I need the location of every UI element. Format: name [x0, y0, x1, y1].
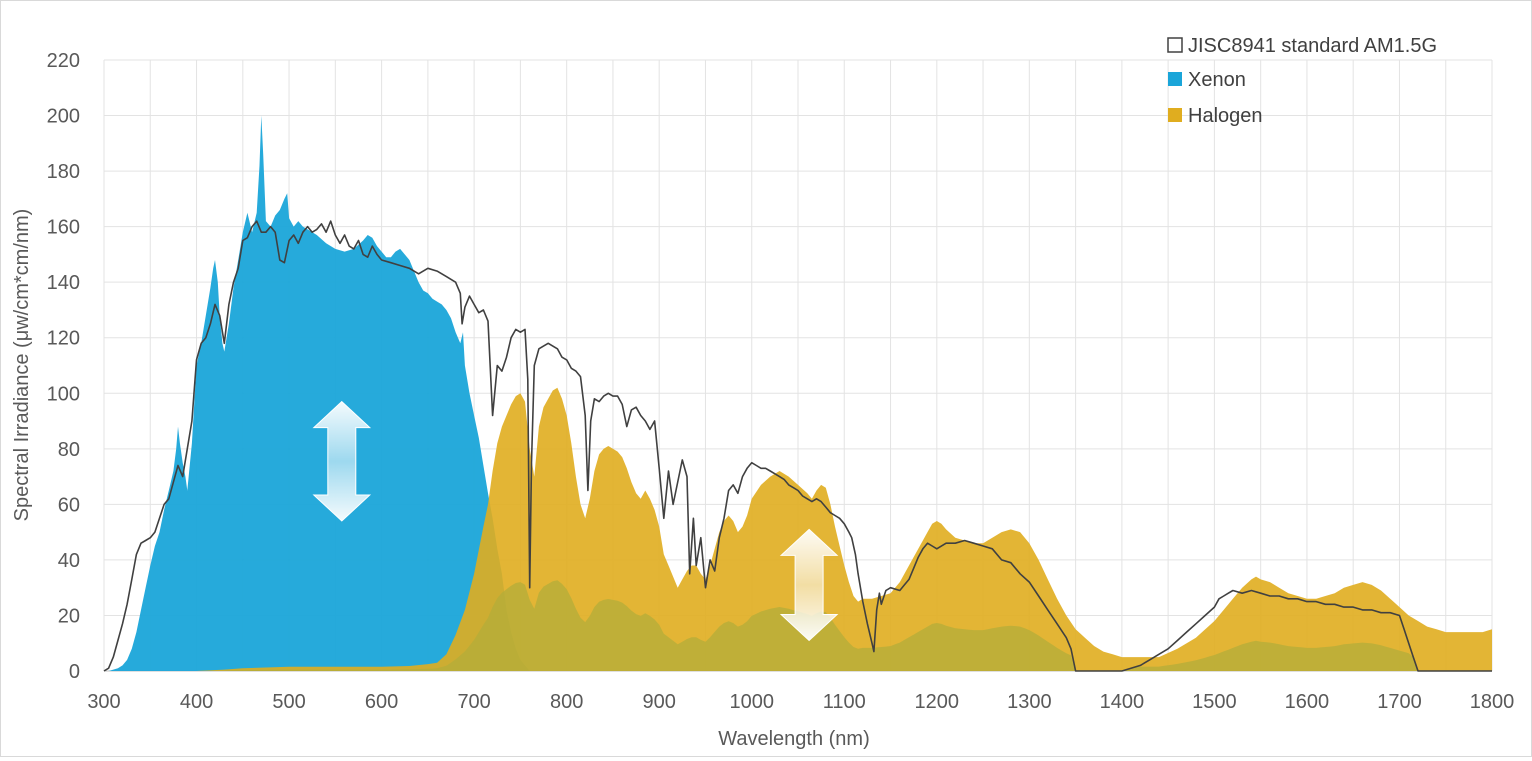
y-tick-label: 80: [58, 439, 80, 461]
am15g-line: [103, 220, 1492, 672]
xenon-adjust-arrow: [312, 400, 372, 522]
x-axis-ticks: 300 400 500 600 700 800 900 1000 1100 1200 1300 140…: [87, 691, 1514, 713]
y-tick-label: 140: [47, 272, 80, 294]
legend-item-halogen: Halogen: [1168, 105, 1263, 127]
y-axis-ticks: 0 20 40 60 80 100 120 140 160 180 200 220: [47, 50, 80, 683]
x-tick-label: 500: [272, 691, 305, 713]
series-areas: [104, 115, 1492, 671]
xenon-area: [104, 115, 1492, 671]
legend-item-xenon: Xenon: [1168, 69, 1246, 91]
x-tick-label: 1000: [729, 691, 774, 713]
halogen-adjust-arrow: [779, 528, 839, 642]
x-tick-label: 1500: [1192, 691, 1237, 713]
y-tick-label: 160: [47, 217, 80, 239]
x-axis-title: Wavelength (nm): [718, 728, 870, 750]
legend-swatch-xenon: [1168, 72, 1182, 86]
grid-lines: [103, 59, 1493, 672]
x-tick-label: 1300: [1007, 691, 1052, 713]
y-tick-label: 220: [47, 50, 80, 72]
y-tick-label: 60: [58, 494, 80, 516]
legend-label-halogen: Halogen: [1188, 105, 1263, 127]
x-tick-label: 1800: [1470, 691, 1515, 713]
y-tick-label: 0: [69, 661, 80, 683]
legend-label-xenon: Xenon: [1188, 69, 1246, 91]
legend-swatch-halogen: [1168, 108, 1182, 122]
overlap-area: [196, 580, 1492, 671]
annotations: [312, 400, 839, 642]
x-tick-label: 300: [87, 691, 120, 713]
series-lines: [103, 220, 1492, 672]
x-tick-label: 1200: [915, 691, 960, 713]
legend-label-am15g: JISC8941 standard AM1.5G: [1188, 35, 1437, 57]
legend-item-am15g: JISC8941 standard AM1.5G: [1167, 35, 1437, 57]
y-tick-label: 20: [58, 605, 80, 627]
y-tick-label: 200: [47, 106, 80, 128]
x-tick-label: 1400: [1100, 691, 1145, 713]
legend: JISC8941 standard AM1.5G Xenon Halogen: [1167, 35, 1437, 127]
y-tick-label: 40: [58, 550, 80, 572]
y-tick-label: 180: [47, 161, 80, 183]
x-tick-label: 700: [457, 691, 490, 713]
y-tick-label: 120: [47, 328, 80, 350]
x-tick-label: 400: [180, 691, 213, 713]
y-tick-label: 100: [47, 383, 80, 405]
halogen-area: [104, 387, 1492, 671]
legend-swatch-am15g: [1167, 37, 1183, 53]
x-tick-label: 1600: [1285, 691, 1330, 713]
x-tick-label: 800: [550, 691, 583, 713]
x-tick-label: 1700: [1377, 691, 1422, 713]
x-tick-label: 600: [365, 691, 398, 713]
x-tick-label: 900: [643, 691, 676, 713]
y-axis-title: Spectral Irradiance (μw/cm*cm/nm): [11, 209, 33, 522]
x-tick-label: 1100: [823, 691, 866, 713]
